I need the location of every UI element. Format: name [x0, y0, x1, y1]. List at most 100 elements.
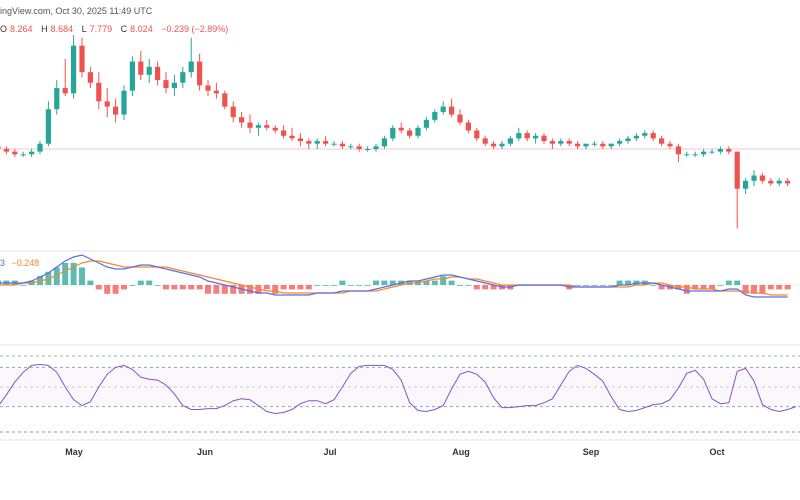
candle-body: [541, 135, 547, 142]
rsi-pane: [0, 355, 800, 433]
candle-body: [213, 90, 219, 94]
candle-body: [96, 82, 102, 102]
macd-histogram-bar: [431, 280, 438, 285]
low-label: L: [81, 24, 87, 34]
macd-histogram-bar: [725, 280, 732, 285]
x-axis-tick-label: May: [65, 447, 83, 457]
macd-histogram-bar: [314, 285, 321, 286]
candle-body: [381, 138, 387, 147]
macd-histogram-bar: [574, 285, 581, 286]
candle-body: [575, 143, 581, 147]
candle-body: [759, 175, 765, 181]
candle-body: [776, 180, 782, 184]
macd-histogram-bar: [751, 285, 757, 294]
candle-body: [222, 93, 228, 107]
x-axis-tick-label: Aug: [452, 447, 470, 457]
candle-body: [197, 61, 203, 86]
macd-histogram-bar: [423, 280, 430, 285]
macd-histogram-bar: [658, 285, 665, 290]
candle-body: [440, 106, 446, 112]
candle-body: [0, 146, 1, 149]
macd-histogram-bar: [650, 285, 657, 286]
macd-histogram-bar: [473, 285, 480, 290]
macd-histogram-bar: [616, 280, 623, 285]
candle-body: [583, 143, 589, 147]
candle-body: [709, 151, 715, 153]
macd-histogram-bar: [389, 280, 396, 285]
macd-histogram-bar: [482, 285, 489, 290]
candle-body: [79, 45, 85, 73]
candle-body: [180, 72, 186, 83]
macd-histogram-bar: [440, 276, 447, 285]
candle-body: [667, 143, 673, 147]
candle-body: [650, 133, 656, 139]
candle-body: [465, 122, 471, 131]
macd-histogram-bar: [767, 285, 774, 290]
macd-histogram-bar: [465, 285, 472, 286]
macd-histogram-bar: [230, 285, 237, 294]
low-value: 7.779: [89, 24, 113, 34]
candle-body: [533, 135, 539, 139]
x-axis-tick-label: Oct: [709, 447, 724, 457]
candle-body: [675, 146, 681, 155]
candle-body: [45, 109, 51, 144]
macd-histogram-bar: [272, 285, 279, 294]
candle-body: [3, 149, 9, 152]
ohlc-legend: O 8.264 H 8.684 L 7.779 C 8.024 −0.239 (−2.8…: [0, 24, 231, 34]
high-label: H: [41, 24, 48, 34]
candle-body: [29, 151, 35, 155]
macd-histogram-bar: [322, 285, 329, 286]
macd-histogram-bar: [196, 285, 203, 290]
candle-body: [659, 138, 665, 144]
candle-body: [407, 130, 413, 136]
candle-body: [717, 149, 723, 152]
candle-body: [247, 122, 253, 128]
signal-line: [0, 260, 788, 296]
macd-histogram-bar: [709, 285, 715, 290]
macd-histogram-bar: [179, 285, 186, 290]
macd-histogram-bar: [305, 285, 312, 290]
candle-body: [390, 127, 396, 139]
macd-histogram-bar: [263, 285, 270, 290]
candle-body: [281, 130, 287, 136]
candle-body: [373, 146, 379, 149]
candle-body: [499, 143, 505, 147]
candle-body: [104, 101, 110, 107]
candle-body: [272, 127, 278, 131]
candle-body: [306, 141, 312, 144]
candle-body: [239, 117, 245, 123]
macd-histogram-bar: [154, 285, 161, 286]
macd-histogram-bar: [692, 285, 699, 290]
candle-body: [743, 180, 749, 189]
candle-body: [768, 180, 774, 184]
candle-body: [432, 111, 438, 120]
macd-histogram-bar: [95, 285, 102, 290]
x-axis-tick-label: Jul: [323, 447, 336, 457]
macd-histogram-bar: [583, 285, 589, 286]
macd-histogram-bar: [20, 285, 27, 286]
macd-histogram-bar: [62, 263, 69, 285]
candle-body: [188, 61, 194, 73]
candle-body: [734, 151, 740, 189]
macd-histogram-bar: [364, 285, 371, 286]
x-axis: May Jun Jul Aug Sep Oct: [65, 447, 724, 457]
candle-body: [751, 175, 757, 181]
candle-body: [62, 88, 68, 94]
candle-body: [457, 114, 463, 123]
macd-histogram-bar: [247, 285, 253, 294]
candle-body: [297, 138, 303, 142]
price-pane: [0, 35, 800, 229]
candle-body: [726, 149, 732, 152]
macd-pane: [0, 254, 800, 298]
candle-body: [423, 119, 429, 128]
macd-histogram-bar: [163, 285, 169, 290]
macd-histogram-bar: [734, 280, 741, 285]
macd-histogram-bar: [759, 285, 766, 294]
macd-histogram-bar: [742, 285, 749, 294]
open-value: 8.264: [10, 24, 33, 34]
macd-histogram-bar: [356, 285, 363, 286]
candle-body: [449, 106, 455, 115]
candle-body: [146, 66, 152, 75]
close-value: 8.024: [130, 24, 153, 34]
